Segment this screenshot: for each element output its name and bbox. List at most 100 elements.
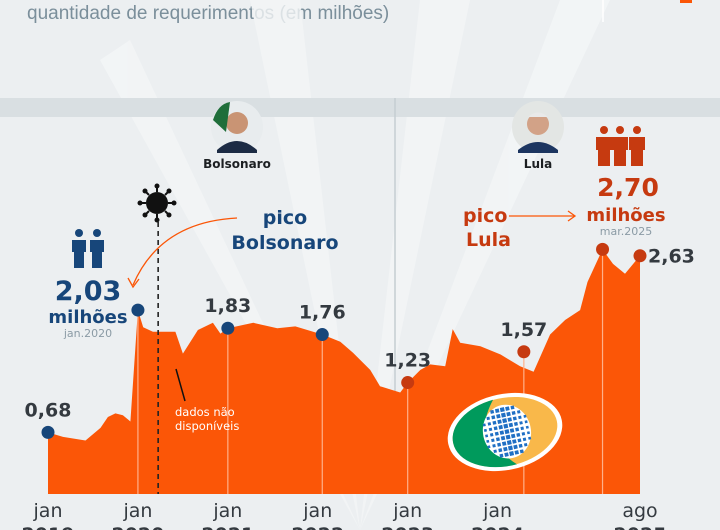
logo-square [519, 449, 524, 454]
data-label: 1,23 [384, 350, 431, 372]
data-point [41, 425, 55, 439]
logo-square [514, 450, 519, 455]
data-label: 1,76 [299, 302, 346, 324]
logo-square [499, 407, 505, 413]
logo-square [505, 406, 510, 411]
logo-square [503, 423, 509, 429]
bolsonaro-peak-label-1: pico [263, 207, 307, 229]
x-tick-year: 2021 [201, 524, 254, 530]
president-name-bolsonaro: Bolsonaro [203, 157, 271, 171]
lula-peak-unit: milhões [586, 205, 665, 226]
logo-square [523, 442, 528, 447]
logo-square [497, 419, 502, 424]
logo-square [500, 412, 506, 418]
x-tick-month: ago [622, 500, 657, 522]
logo-square [522, 437, 527, 442]
logo-square [488, 427, 493, 432]
logo-square [501, 441, 507, 446]
logo-square [497, 442, 502, 447]
logo-square [509, 428, 515, 433]
logo-square [524, 420, 528, 424]
virus-icon [137, 183, 177, 223]
logo-square [512, 439, 517, 444]
logo-square [498, 448, 503, 453]
logo-square [521, 432, 526, 436]
missing-data-note-line2: disponíveis [175, 419, 239, 433]
lula-peak-date: mar.2025 [600, 225, 652, 238]
logo-square [499, 453, 504, 458]
data-label: 1,83 [204, 295, 251, 317]
logo-square [507, 417, 512, 422]
x-tick-month: jan [302, 500, 332, 522]
data-point [315, 328, 329, 342]
x-tick-month: jan [482, 500, 512, 522]
arrowhead-icon [127, 277, 140, 289]
logo-square [508, 422, 514, 428]
x-axis-ticks: jan 2019 jan 2020 jan 2021 jan 2022 jan 2023 jan 20… [22, 500, 667, 530]
logo-square [493, 449, 497, 454]
logo-square [504, 452, 509, 457]
lula-peak-label-1: pico [463, 205, 507, 227]
logo-square [506, 411, 511, 417]
logo-square [487, 445, 491, 449]
lula-peak-value: 2,70 [597, 173, 659, 202]
lula-peak-label-2: Lula [466, 229, 511, 251]
x-tick-year: 2019 [22, 524, 75, 530]
logo-square [491, 415, 496, 420]
logo-square [492, 444, 496, 448]
logo-square [486, 439, 490, 443]
inss-logo [447, 392, 563, 472]
logo-square [485, 434, 489, 438]
logo-square [496, 413, 501, 419]
logo-square [523, 414, 527, 418]
series-area [48, 249, 640, 494]
logo-square [494, 431, 499, 436]
logo-square [515, 427, 520, 432]
logo-square [518, 415, 522, 420]
logo-square [512, 416, 517, 421]
x-tick-year: 2024 [471, 524, 524, 530]
presidency-band [0, 98, 720, 117]
logo-square [505, 434, 511, 440]
x-tick-month: jan [392, 500, 422, 522]
logo-square [506, 440, 512, 446]
logo-square [507, 445, 513, 451]
logo-square [516, 432, 521, 437]
logo-square [489, 433, 494, 437]
logo-square [493, 426, 498, 431]
logo-square [486, 416, 490, 421]
missing-data-note-line1: dados não [175, 405, 235, 419]
logo-square [526, 431, 531, 435]
header-logo-fragment [680, 0, 692, 3]
data-marks: 0,68 1,83 1,76 1,23 1,57 2,63 [25, 242, 695, 439]
logo-square [516, 410, 521, 414]
bolsonaro-peak-date: jan.2020 [63, 327, 112, 340]
logo-square [525, 425, 529, 429]
data-point [401, 376, 415, 390]
logo-square [517, 438, 522, 443]
logo-square [504, 429, 510, 435]
logo-square [482, 423, 486, 427]
data-point [221, 321, 235, 335]
missing-data-pointer [175, 368, 186, 402]
logo-square [490, 409, 495, 414]
data-label: 1,57 [500, 319, 547, 341]
logo-square [491, 438, 495, 443]
x-tick-month: jan [122, 500, 152, 522]
logo-square [487, 422, 492, 426]
logo-square [500, 435, 506, 441]
people-icon-bolsonaro [72, 229, 104, 268]
lula-photo [512, 101, 564, 153]
logo-square [513, 444, 518, 450]
logo-square [483, 428, 487, 432]
logo-square [498, 424, 503, 430]
bolsonaro-photo [211, 101, 263, 153]
data-label: 0,68 [25, 399, 72, 421]
x-tick-month: jan [212, 500, 242, 522]
data-label: 2,63 [648, 246, 695, 268]
x-tick-year: 2023 [381, 524, 434, 530]
logo-square [495, 437, 500, 442]
logo-square [492, 420, 497, 425]
logo-square [494, 408, 500, 414]
